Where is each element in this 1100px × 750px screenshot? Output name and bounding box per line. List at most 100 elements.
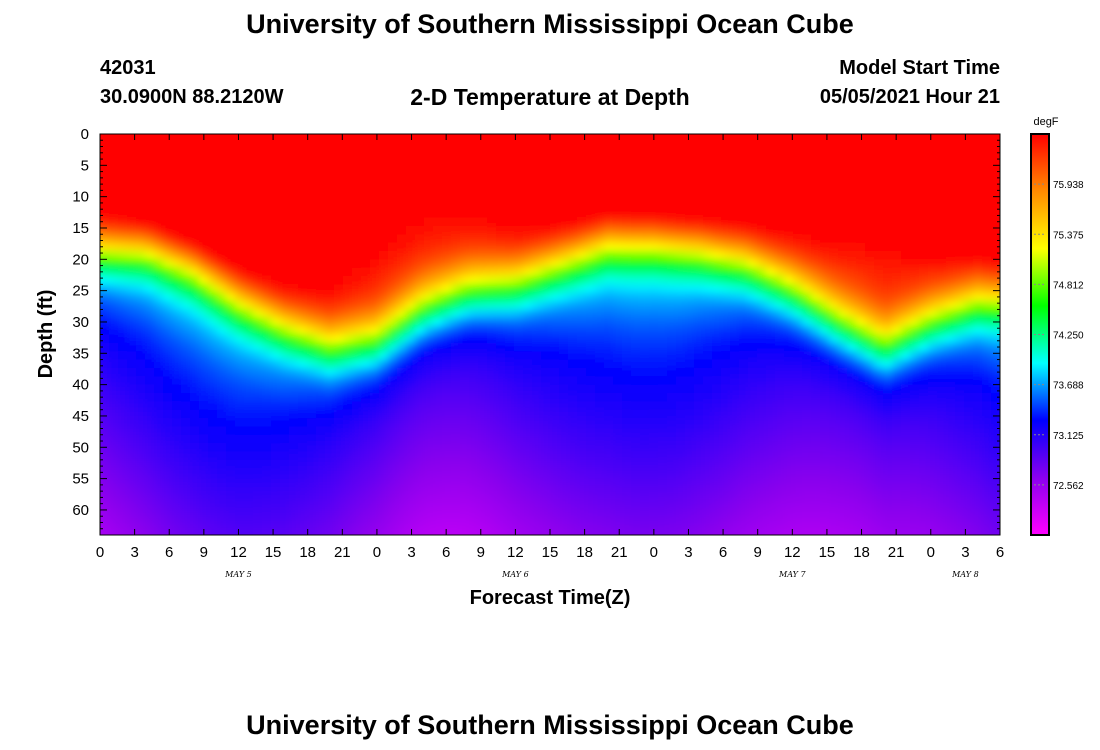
heatmap-cell (100, 476, 110, 486)
heatmap-cell (928, 451, 938, 461)
heatmap-cell (154, 501, 164, 511)
heatmap-cell (685, 200, 695, 210)
heatmap-cell (604, 376, 614, 386)
heatmap-cell (775, 367, 785, 377)
heatmap-cell (289, 443, 299, 453)
heatmap-cell (523, 159, 533, 169)
heatmap-cell (496, 526, 506, 535)
heatmap-cell (820, 509, 830, 519)
heatmap-cell (802, 309, 812, 319)
heatmap-cell (748, 200, 758, 210)
heatmap-cell (559, 451, 569, 461)
heatmap-cell (802, 317, 812, 327)
heatmap-cell (550, 276, 560, 285)
heatmap-cell (577, 184, 587, 194)
heatmap-cell (253, 409, 263, 419)
heatmap-cell (181, 493, 191, 503)
heatmap-cell (541, 242, 551, 252)
heatmap-cell (271, 401, 281, 411)
heatmap-cell (568, 301, 578, 311)
heatmap-cell (217, 267, 227, 277)
heatmap-cell (343, 401, 353, 411)
heatmap-cell (721, 459, 731, 469)
heatmap-cell (253, 276, 263, 285)
heatmap-cell (424, 159, 434, 169)
heatmap-cell (226, 284, 236, 294)
heatmap-cell (469, 259, 479, 269)
heatmap-cell (262, 401, 272, 411)
heatmap-cell (433, 451, 443, 461)
heatmap-cell (676, 468, 686, 478)
heatmap-cell (244, 242, 254, 252)
heatmap-cell (307, 476, 317, 486)
heatmap-cell (118, 242, 128, 252)
heatmap-cell (784, 200, 794, 210)
heatmap-cell (532, 134, 542, 143)
heatmap-cell (136, 301, 146, 311)
heatmap-cell (928, 459, 938, 469)
heatmap-cell (514, 159, 524, 169)
heatmap-cell (622, 476, 632, 486)
heatmap-cell (181, 184, 191, 194)
heatmap-cell (361, 117, 371, 126)
heatmap-cell (631, 526, 641, 535)
heatmap-cell (217, 301, 227, 311)
heatmap-cell (874, 443, 884, 453)
heatmap-cell (397, 167, 407, 177)
heatmap-cell (325, 117, 335, 126)
heatmap-cell (388, 535, 398, 544)
heatmap-cell (388, 443, 398, 453)
heatmap-cell (739, 309, 749, 319)
heatmap-cell (676, 401, 686, 411)
heatmap-cell (838, 267, 848, 277)
heatmap-cell (172, 225, 182, 235)
heatmap-cell (145, 392, 155, 402)
heatmap-cell (640, 426, 650, 436)
heatmap-cell (847, 284, 857, 294)
heatmap-cell (442, 142, 452, 152)
heatmap-cell (568, 535, 578, 544)
heatmap-cell (433, 334, 443, 344)
heatmap-cell (919, 317, 929, 327)
heatmap-cell (424, 334, 434, 344)
heatmap-cell (172, 443, 182, 453)
heatmap-cell (739, 225, 749, 235)
heatmap-cell (793, 159, 803, 169)
heatmap-cell (865, 175, 875, 185)
heatmap-cell (631, 434, 641, 444)
heatmap-cell (118, 535, 128, 544)
heatmap-cell (262, 276, 272, 285)
heatmap-cell (919, 234, 929, 244)
heatmap-cell (658, 317, 668, 327)
heatmap-cell (154, 167, 164, 177)
heatmap-cell (577, 535, 587, 544)
heatmap-cell (100, 184, 110, 194)
heatmap-cell (406, 309, 416, 319)
heatmap-cell (739, 175, 749, 185)
heatmap-cell (901, 259, 911, 269)
heatmap-cell (523, 484, 533, 494)
heatmap-cell (838, 509, 848, 519)
heatmap-cell (802, 351, 812, 361)
heatmap-cell (325, 225, 335, 235)
heatmap-cell (757, 225, 767, 235)
heatmap-cell (505, 501, 515, 511)
heatmap-cell (514, 509, 524, 519)
heatmap-cell (415, 200, 425, 210)
heatmap-cell (622, 351, 632, 361)
heatmap-cell (496, 426, 506, 436)
heatmap-cell (442, 134, 452, 143)
heatmap-cell (928, 468, 938, 478)
heatmap-cell (370, 418, 380, 427)
heatmap-cell (145, 434, 155, 444)
heatmap-cell (244, 526, 254, 535)
heatmap-cell (811, 192, 821, 202)
heatmap-cell (82, 543, 92, 552)
heatmap-cell (604, 134, 614, 135)
heatmap-cell (136, 501, 146, 511)
heatmap-cell (487, 409, 497, 419)
heatmap-cell (739, 459, 749, 469)
heatmap-cell (802, 501, 812, 511)
heatmap-cell (622, 225, 632, 235)
heatmap-cell (712, 142, 722, 152)
